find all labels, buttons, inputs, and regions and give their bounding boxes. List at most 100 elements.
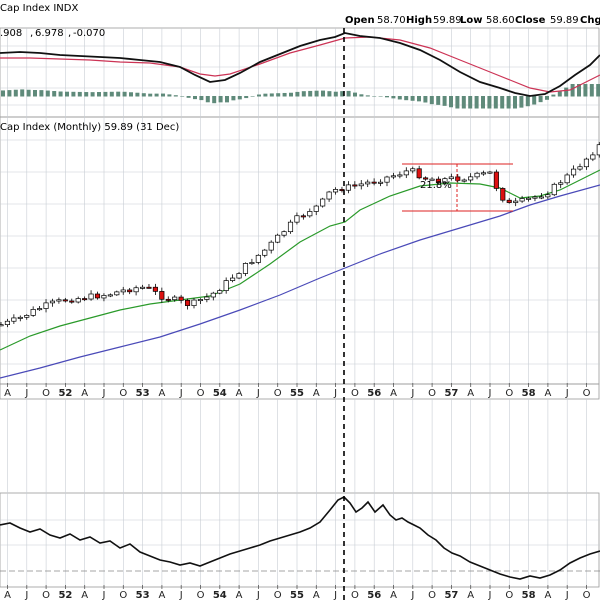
histogram-bar xyxy=(173,95,178,97)
histogram-bar xyxy=(525,96,530,107)
histogram-bar xyxy=(161,93,165,97)
histogram-bar xyxy=(449,96,453,108)
x-tick-label: O xyxy=(428,388,436,399)
histogram-bar xyxy=(180,96,185,97)
candle-body xyxy=(551,183,557,196)
histogram-bar xyxy=(45,90,50,97)
candle-body xyxy=(30,309,36,316)
histogram-bar xyxy=(90,92,95,97)
x-tick-label: J xyxy=(333,590,337,600)
candle-body xyxy=(275,234,281,243)
candle-body xyxy=(429,178,435,181)
x-tick-label: J xyxy=(256,388,260,399)
x-tick-label: A xyxy=(544,388,551,399)
panel-frames xyxy=(0,27,600,588)
histogram-bar xyxy=(519,96,524,108)
candle-body xyxy=(262,249,268,256)
x-tick-label: 54 xyxy=(213,590,227,600)
x-tick-label: A xyxy=(81,388,88,399)
candle-body xyxy=(159,291,165,300)
histogram-bar xyxy=(301,91,306,97)
candle-body xyxy=(56,299,62,302)
x-tick-label: O xyxy=(583,590,591,600)
candle-body xyxy=(88,293,94,300)
x-tick-label: A xyxy=(4,590,11,600)
x-tick-label: J xyxy=(256,590,260,600)
candle-body xyxy=(365,181,371,185)
histogram-bar xyxy=(321,90,325,97)
x-tick-label: J xyxy=(24,388,28,399)
candle-body xyxy=(146,286,152,289)
x-tick-label: O xyxy=(505,388,513,399)
histogram-bar xyxy=(52,91,57,97)
histogram-bar xyxy=(103,91,108,97)
x-tick-label: J xyxy=(488,388,492,399)
candle-body xyxy=(4,320,10,325)
candle-body xyxy=(223,280,229,291)
candle-body xyxy=(468,176,474,181)
x-axis-bottom: AJO52AJO53AJO54AJO55AJO56AJO57AJO58AJO5 xyxy=(4,585,591,600)
x-tick-label: A xyxy=(158,388,165,399)
histogram-bar xyxy=(39,90,44,97)
candle-body xyxy=(371,181,377,184)
ohlc-low-value: 58.60 xyxy=(486,15,515,26)
candle-body xyxy=(307,211,313,217)
candle-body xyxy=(114,291,120,296)
histogram-bar xyxy=(423,96,428,103)
candle-body xyxy=(571,168,577,176)
candle-body xyxy=(442,178,448,183)
x-tick-label: J xyxy=(488,590,492,600)
histogram-bar xyxy=(455,96,460,109)
x-tick-label: J xyxy=(410,388,414,399)
short-moving-average xyxy=(0,169,600,351)
x-tick-label: O xyxy=(42,388,50,399)
x-tick-label: 58 xyxy=(522,388,536,399)
long-moving-average xyxy=(0,184,600,379)
candle-body xyxy=(538,196,544,199)
x-tick-label: J xyxy=(333,388,337,399)
histogram-bar xyxy=(77,91,82,97)
panel-frame-2 xyxy=(0,383,600,400)
candle-body xyxy=(326,191,332,200)
histogram-bar xyxy=(372,96,377,97)
histogram-bar xyxy=(340,91,345,97)
x-tick-label: 52 xyxy=(58,590,72,600)
x-tick-label: O xyxy=(119,590,127,600)
x-tick-label: J xyxy=(565,388,569,399)
histogram-bar xyxy=(506,96,511,109)
candle-body xyxy=(513,200,519,203)
candle-body xyxy=(345,184,351,191)
histogram-bar xyxy=(141,93,146,97)
price-panel: Cap Index (Monthly) 59.89 (31 Dec) 21.8% xyxy=(0,122,600,379)
histogram-bar xyxy=(538,96,543,103)
histogram-bar xyxy=(385,96,389,98)
candle-body xyxy=(17,316,23,319)
chart-header: Cap Index INDX Open 58.70 High 59.89 Low… xyxy=(0,3,600,26)
histogram-bar xyxy=(308,90,313,97)
histogram-bar xyxy=(397,96,402,100)
histogram-bar xyxy=(109,91,114,97)
candle-body xyxy=(461,179,467,182)
candle-body xyxy=(75,298,81,303)
candle-body xyxy=(287,221,294,233)
x-tick-label: 57 xyxy=(444,590,458,600)
candle-body xyxy=(493,171,499,189)
ohlc-low-label: Low xyxy=(460,15,482,26)
candlesticks xyxy=(0,142,600,328)
x-tick-label: A xyxy=(158,590,165,600)
candle-body xyxy=(268,241,274,251)
candle-body xyxy=(410,168,416,172)
histogram-bar xyxy=(404,96,409,101)
candle-body xyxy=(178,296,184,301)
histogram-bar xyxy=(154,93,159,97)
histogram-bar xyxy=(596,84,600,97)
candle-body xyxy=(127,289,133,293)
oscillator-panel xyxy=(0,496,600,580)
candle-body xyxy=(435,178,442,183)
candle-body xyxy=(236,273,242,279)
indicator-value-c: -0.070 xyxy=(73,28,105,39)
grid-lines xyxy=(0,28,600,587)
candle-body xyxy=(313,205,319,212)
x-tick-label: O xyxy=(351,590,359,600)
x-tick-label: 58 xyxy=(522,590,536,600)
